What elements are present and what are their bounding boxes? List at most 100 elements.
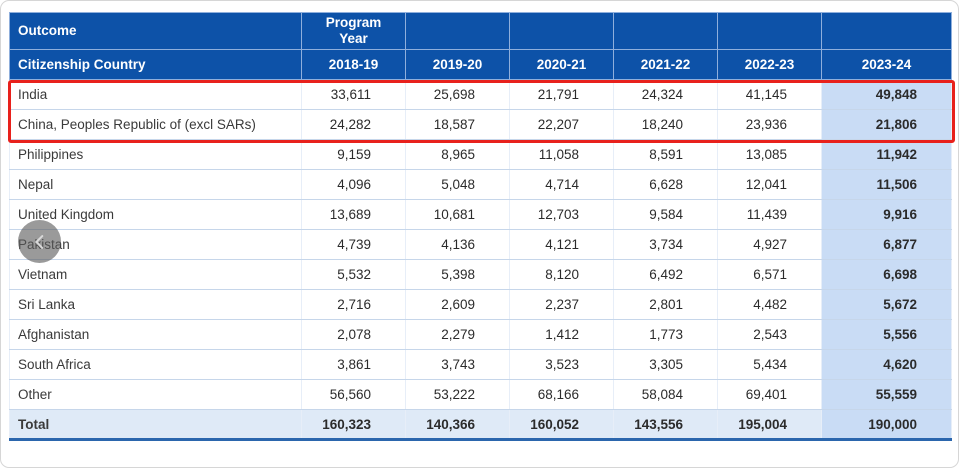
value-cell: 53,222	[405, 379, 510, 410]
country-cell: United Kingdom	[9, 199, 302, 230]
value-cell: 195,004	[717, 409, 822, 441]
value-cell: 9,916	[821, 199, 952, 230]
country-cell: Sri Lanka	[9, 289, 302, 320]
value-cell: 4,714	[509, 169, 614, 200]
chevron-left-icon	[29, 231, 51, 253]
table-row: United Kingdom 13,689 10,681 12,703 9,584 11,…	[9, 199, 952, 230]
value-cell: 21,806	[821, 109, 952, 140]
value-cell: 6,628	[613, 169, 718, 200]
table-row: Nepal 4,096 5,048 4,714 6,628 12,041 11,506	[9, 169, 952, 200]
empty-header-cell	[717, 12, 822, 50]
value-cell: 69,401	[717, 379, 822, 410]
country-cell: Vietnam	[9, 259, 302, 290]
value-cell: 21,791	[509, 79, 614, 110]
value-cell: 4,121	[509, 229, 614, 260]
value-cell: 23,936	[717, 109, 822, 140]
value-cell: 3,743	[405, 349, 510, 380]
value-cell: 4,482	[717, 289, 822, 320]
value-cell: 3,861	[301, 349, 406, 380]
value-cell: 5,532	[301, 259, 406, 290]
value-cell: 2,237	[509, 289, 614, 320]
value-cell: 8,591	[613, 139, 718, 170]
program-year-header-cell: Program Year	[301, 12, 406, 50]
citizenship-country-header-cell: Citizenship Country	[9, 49, 302, 80]
value-cell: 2,716	[301, 289, 406, 320]
value-cell: 1,412	[509, 319, 614, 350]
value-cell: 13,689	[301, 199, 406, 230]
value-cell: 3,523	[509, 349, 614, 380]
value-cell: 6,571	[717, 259, 822, 290]
value-cell: 4,739	[301, 229, 406, 260]
value-cell: 5,398	[405, 259, 510, 290]
value-cell: 9,159	[301, 139, 406, 170]
country-cell: India	[9, 79, 302, 110]
value-cell: 11,942	[821, 139, 952, 170]
country-cell: South Africa	[9, 349, 302, 380]
value-cell: 9,584	[613, 199, 718, 230]
table-row: Philippines 9,159 8,965 11,058 8,591 13,085 11…	[9, 139, 952, 170]
country-cell: Afghanistan	[9, 319, 302, 350]
value-cell: 49,848	[821, 79, 952, 110]
value-cell: 2,279	[405, 319, 510, 350]
table-row: Other 56,560 53,222 68,166 58,084 69,401 55,55…	[9, 379, 952, 410]
country-cell: Philippines	[9, 139, 302, 170]
value-cell: 4,136	[405, 229, 510, 260]
value-cell: 3,305	[613, 349, 718, 380]
value-cell: 1,773	[613, 319, 718, 350]
country-cell: China, Peoples Republic of (excl SARs)	[9, 109, 302, 140]
value-cell: 3,734	[613, 229, 718, 260]
year-header-cell: 2021-22	[613, 49, 718, 80]
value-cell: 33,611	[301, 79, 406, 110]
citizenship-country-table: Outcome Program Year Citizenship Country …	[9, 12, 952, 441]
country-cell: Other	[9, 379, 302, 410]
country-cell: Nepal	[9, 169, 302, 200]
header-row-outcome: Outcome Program Year	[9, 12, 952, 50]
value-cell: 6,492	[613, 259, 718, 290]
value-cell: 8,120	[509, 259, 614, 290]
value-cell: 5,434	[717, 349, 822, 380]
empty-header-cell	[613, 12, 718, 50]
value-cell: 6,877	[821, 229, 952, 260]
value-cell: 68,166	[509, 379, 614, 410]
value-cell: 140,366	[405, 409, 510, 441]
value-cell: 56,560	[301, 379, 406, 410]
value-cell: 10,681	[405, 199, 510, 230]
year-header-cell: 2023-24	[821, 49, 952, 80]
value-cell: 2,078	[301, 319, 406, 350]
total-label-cell: Total	[9, 409, 302, 441]
value-cell: 8,965	[405, 139, 510, 170]
outcome-header-cell: Outcome	[9, 12, 302, 50]
value-cell: 2,609	[405, 289, 510, 320]
value-cell: 12,703	[509, 199, 614, 230]
value-cell: 12,041	[717, 169, 822, 200]
value-cell: 11,506	[821, 169, 952, 200]
value-cell: 5,672	[821, 289, 952, 320]
value-cell: 190,000	[821, 409, 952, 441]
value-cell: 55,559	[821, 379, 952, 410]
table-row: South Africa 3,861 3,743 3,523 3,305 5,434 4,6…	[9, 349, 952, 380]
value-cell: 2,801	[613, 289, 718, 320]
year-header-cell: 2018-19	[301, 49, 406, 80]
empty-header-cell	[405, 12, 510, 50]
table-row: Vietnam 5,532 5,398 8,120 6,492 6,571 6,698	[9, 259, 952, 290]
total-row: Total 160,323 140,366 160,052 143,556 195,004…	[9, 409, 952, 441]
value-cell: 11,439	[717, 199, 822, 230]
empty-header-cell	[509, 12, 614, 50]
value-cell: 5,048	[405, 169, 510, 200]
empty-header-cell	[821, 12, 952, 50]
year-header-cell: 2019-20	[405, 49, 510, 80]
value-cell: 160,323	[301, 409, 406, 441]
value-cell: 24,324	[613, 79, 718, 110]
table-row: India 33,611 25,698 21,791 24,324 41,145 49,84…	[9, 79, 952, 110]
value-cell: 18,587	[405, 109, 510, 140]
table-row: Afghanistan 2,078 2,279 1,412 1,773 2,543 5,55…	[9, 319, 952, 350]
value-cell: 6,698	[821, 259, 952, 290]
value-cell: 4,927	[717, 229, 822, 260]
value-cell: 4,096	[301, 169, 406, 200]
value-cell: 22,207	[509, 109, 614, 140]
value-cell: 24,282	[301, 109, 406, 140]
carousel-prev-button[interactable]	[18, 220, 61, 263]
value-cell: 5,556	[821, 319, 952, 350]
